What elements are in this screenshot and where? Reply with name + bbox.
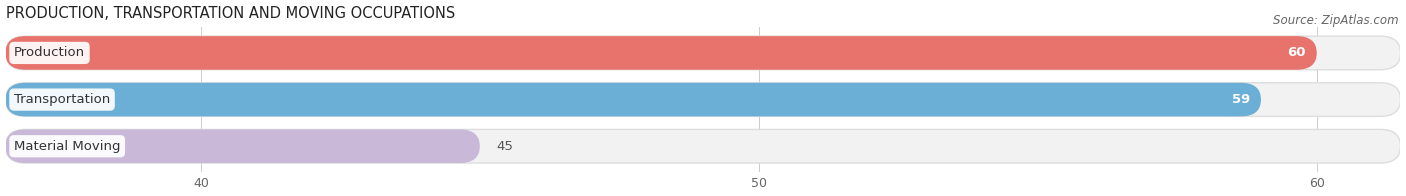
FancyBboxPatch shape: [6, 129, 479, 163]
Text: PRODUCTION, TRANSPORTATION AND MOVING OCCUPATIONS: PRODUCTION, TRANSPORTATION AND MOVING OC…: [6, 5, 454, 21]
FancyBboxPatch shape: [6, 83, 1261, 116]
FancyBboxPatch shape: [6, 83, 1400, 116]
Text: 45: 45: [496, 140, 513, 153]
Text: Material Moving: Material Moving: [14, 140, 121, 153]
Text: Transportation: Transportation: [14, 93, 110, 106]
FancyBboxPatch shape: [6, 36, 1400, 70]
Text: Source: ZipAtlas.com: Source: ZipAtlas.com: [1274, 14, 1399, 27]
Text: Production: Production: [14, 46, 84, 59]
FancyBboxPatch shape: [6, 129, 1400, 163]
FancyBboxPatch shape: [6, 36, 1317, 70]
Text: 59: 59: [1232, 93, 1250, 106]
Text: 60: 60: [1286, 46, 1306, 59]
